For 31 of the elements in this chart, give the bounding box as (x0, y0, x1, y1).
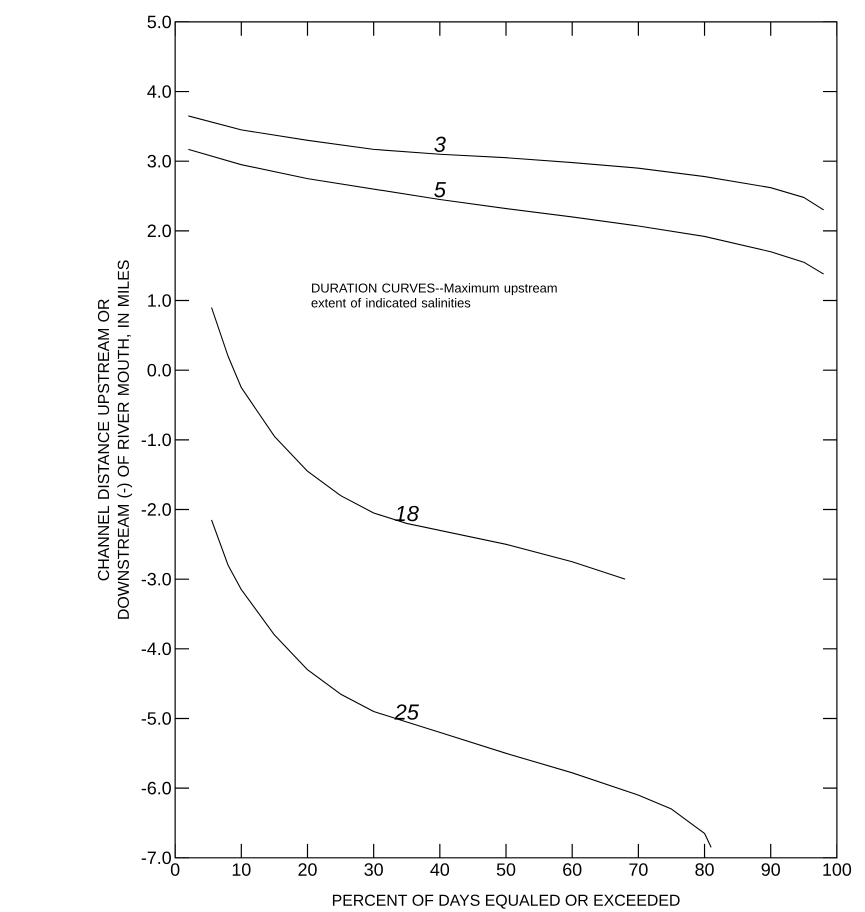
y-tick-label: -2.0 (142, 503, 172, 516)
y-tick-label: -5.0 (142, 712, 172, 725)
x-tick-label: 30 (364, 863, 384, 876)
y-tick-label: -6.0 (142, 782, 172, 794)
y-tick-label: 4.0 (147, 85, 172, 98)
x-tick-label: 80 (696, 863, 714, 876)
series-label: 3 (434, 136, 446, 152)
y-tick-label: 0.0 (148, 364, 172, 376)
y-axis-title: CHANNEL DISTANCE UPSTREAM OR DOWNSTREAM (-) OF RIVER MOUTH, IN MILES (98, 260, 132, 619)
x-tick-label: 60 (563, 863, 582, 876)
y-tick-label: -1.0 (142, 434, 172, 446)
y-tick-label: -4.0 (142, 642, 172, 656)
y-tick-label: -7.0 (142, 851, 172, 864)
series-label: 18 (395, 506, 419, 522)
y-tick-label: 5.0 (148, 16, 172, 28)
series-label: 25 (394, 704, 420, 720)
x-tick-label: 100 (823, 863, 852, 876)
x-tick-label: 20 (298, 863, 317, 876)
x-tick-label: 90 (762, 863, 780, 876)
annotation: DURATION CURVES--Maximum upstream extent of indicated salinities (312, 283, 557, 308)
y-tick-label: 1.0 (148, 294, 172, 307)
y-tick-label: -3.0 (142, 572, 172, 586)
x-tick-label: 10 (232, 863, 251, 876)
x-tick-label: 70 (629, 863, 648, 876)
series-label: 5 (434, 182, 446, 198)
x-tick-label: 0 (171, 863, 180, 876)
x-axis-title: PERCENT OF DAYS EQUALED OR EXCEEDED (333, 894, 680, 909)
x-tick-label: 40 (430, 863, 450, 876)
y-tick-label: 3.0 (148, 154, 172, 168)
x-tick-label: 50 (496, 863, 516, 876)
y-tick-label: 2.0 (148, 224, 172, 238)
